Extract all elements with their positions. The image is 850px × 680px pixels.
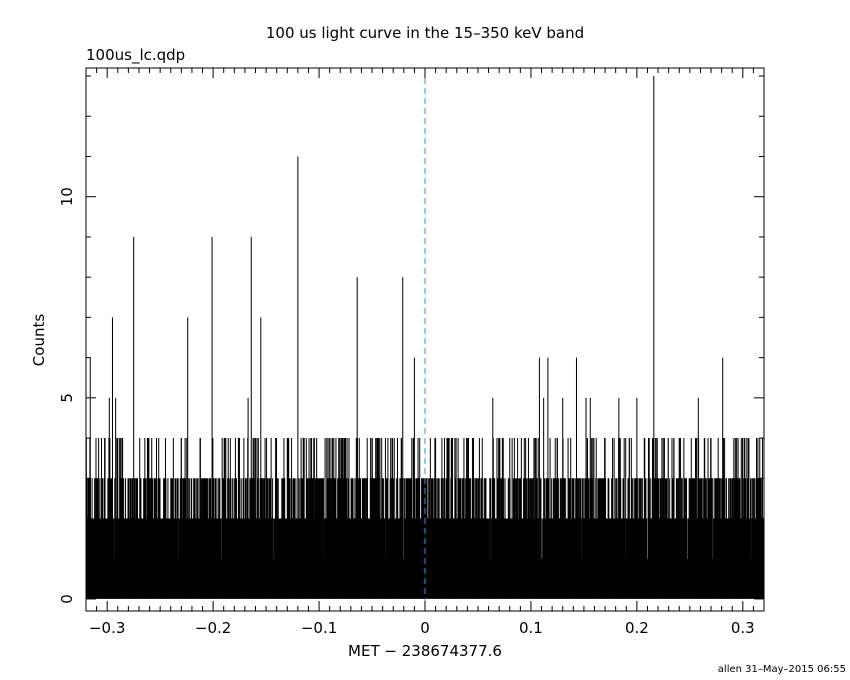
y-axis-label: Counts	[30, 314, 48, 367]
bars-layer	[85, 76, 765, 599]
x-axis: −0.3 −0.2 −0.1 0 0.1 0.2 0.3	[85, 68, 765, 637]
y-axis: 0 5 10	[58, 75, 764, 604]
x-tick-label: 0.3	[731, 619, 755, 637]
y-tick-label: 0	[58, 594, 76, 604]
x-tick-label: −0.2	[195, 619, 231, 637]
footer-label: allen 31–May–2015 06:55	[718, 664, 846, 675]
y-tick-label: 10	[58, 187, 76, 206]
x-axis-label: MET − 238674377.6	[348, 642, 502, 660]
file-label: 100us_lc.qdp	[86, 46, 185, 65]
x-tick-label: −0.3	[89, 619, 125, 637]
x-tick-label: 0	[420, 619, 430, 637]
x-tick-label: −0.1	[301, 619, 337, 637]
chart-title: 100 us light curve in the 15–350 keV ban…	[266, 24, 584, 42]
x-tick-label: 0.2	[625, 619, 649, 637]
x-tick-label: 0.1	[519, 619, 543, 637]
y-tick-label: 5	[58, 393, 76, 403]
